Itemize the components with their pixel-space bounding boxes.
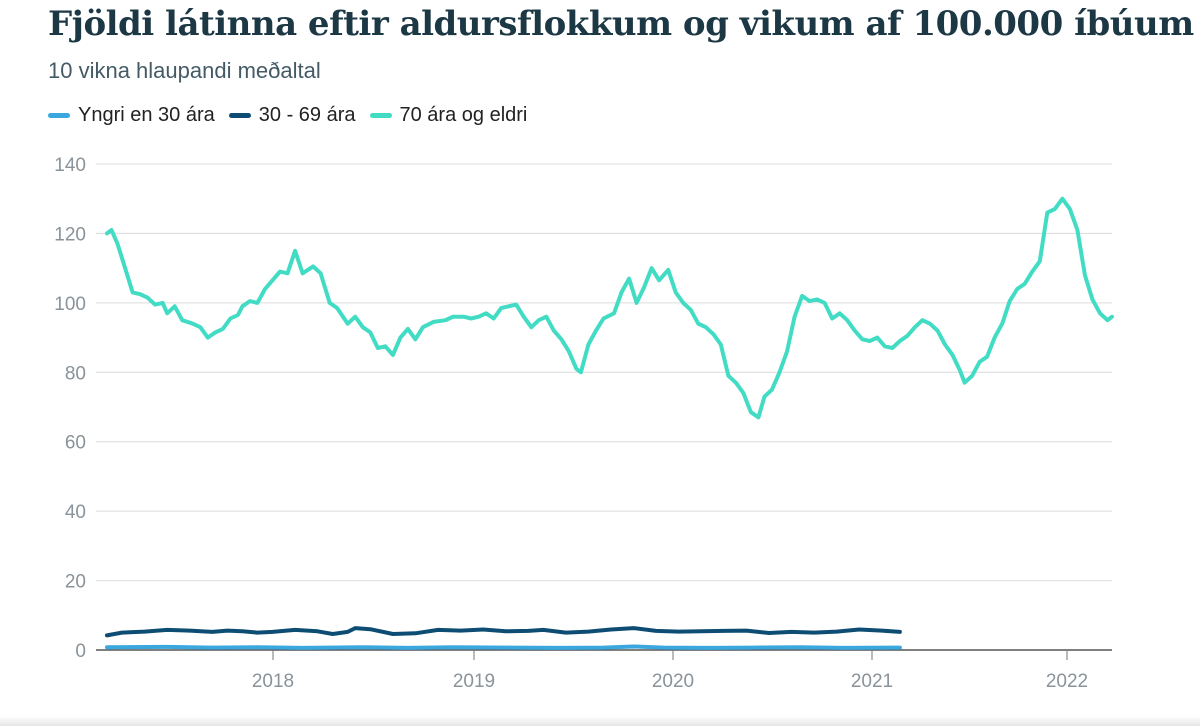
y-tick-label: 80 (65, 363, 86, 384)
legend-item-70-plus[interactable]: 70 ára og eldri (369, 104, 528, 127)
series-line-3 (105, 196, 1114, 420)
legend-label-30-69: 30 - 69 ára (258, 104, 356, 126)
legend-item-30-69[interactable]: 30 - 69 ára (228, 104, 356, 127)
y-tick-label: 20 (65, 572, 86, 593)
series-line-2 (105, 626, 902, 638)
legend-swatch-30-69 (228, 113, 251, 118)
y-tick-label: 60 (65, 433, 86, 454)
x-tick-label: 2019 (453, 671, 495, 692)
legend-item-under-30[interactable]: Yngri en 30 ára (48, 104, 215, 127)
series-lines (105, 196, 1114, 650)
gridlines (96, 163, 1112, 651)
legend-swatch-70-plus (369, 113, 392, 118)
footer-shade (0, 716, 1200, 726)
chart-title: Fjöldi látinna eftir aldursflokkum og vi… (48, 4, 1194, 44)
x-axis: 2018 2019 2020 2021 2022 (252, 650, 1088, 692)
x-tick-label: 2020 (652, 671, 694, 692)
legend-swatch-under-30 (48, 113, 70, 118)
y-axis: 0 20 40 60 80 100 120 140 (54, 155, 86, 662)
y-tick-label: 100 (54, 294, 86, 315)
y-tick-label: 0 (75, 641, 86, 662)
series-line-1 (105, 644, 902, 650)
y-tick-label: 120 (54, 224, 86, 245)
x-tick-label: 2018 (252, 671, 294, 692)
y-tick-label: 40 (65, 502, 86, 523)
chart-subtitle: 10 vikna hlaupandi meðaltal (48, 58, 321, 83)
y-tick-label: 140 (54, 155, 86, 176)
x-tick-label: 2022 (1046, 671, 1088, 692)
legend: Yngri en 30 ára 30 - 69 ára 70 ára og el… (48, 104, 541, 127)
legend-label-under-30: Yngri en 30 ára (78, 104, 215, 126)
x-tick-label: 2021 (851, 671, 893, 692)
legend-label-70-plus: 70 ára og eldri (399, 104, 528, 126)
